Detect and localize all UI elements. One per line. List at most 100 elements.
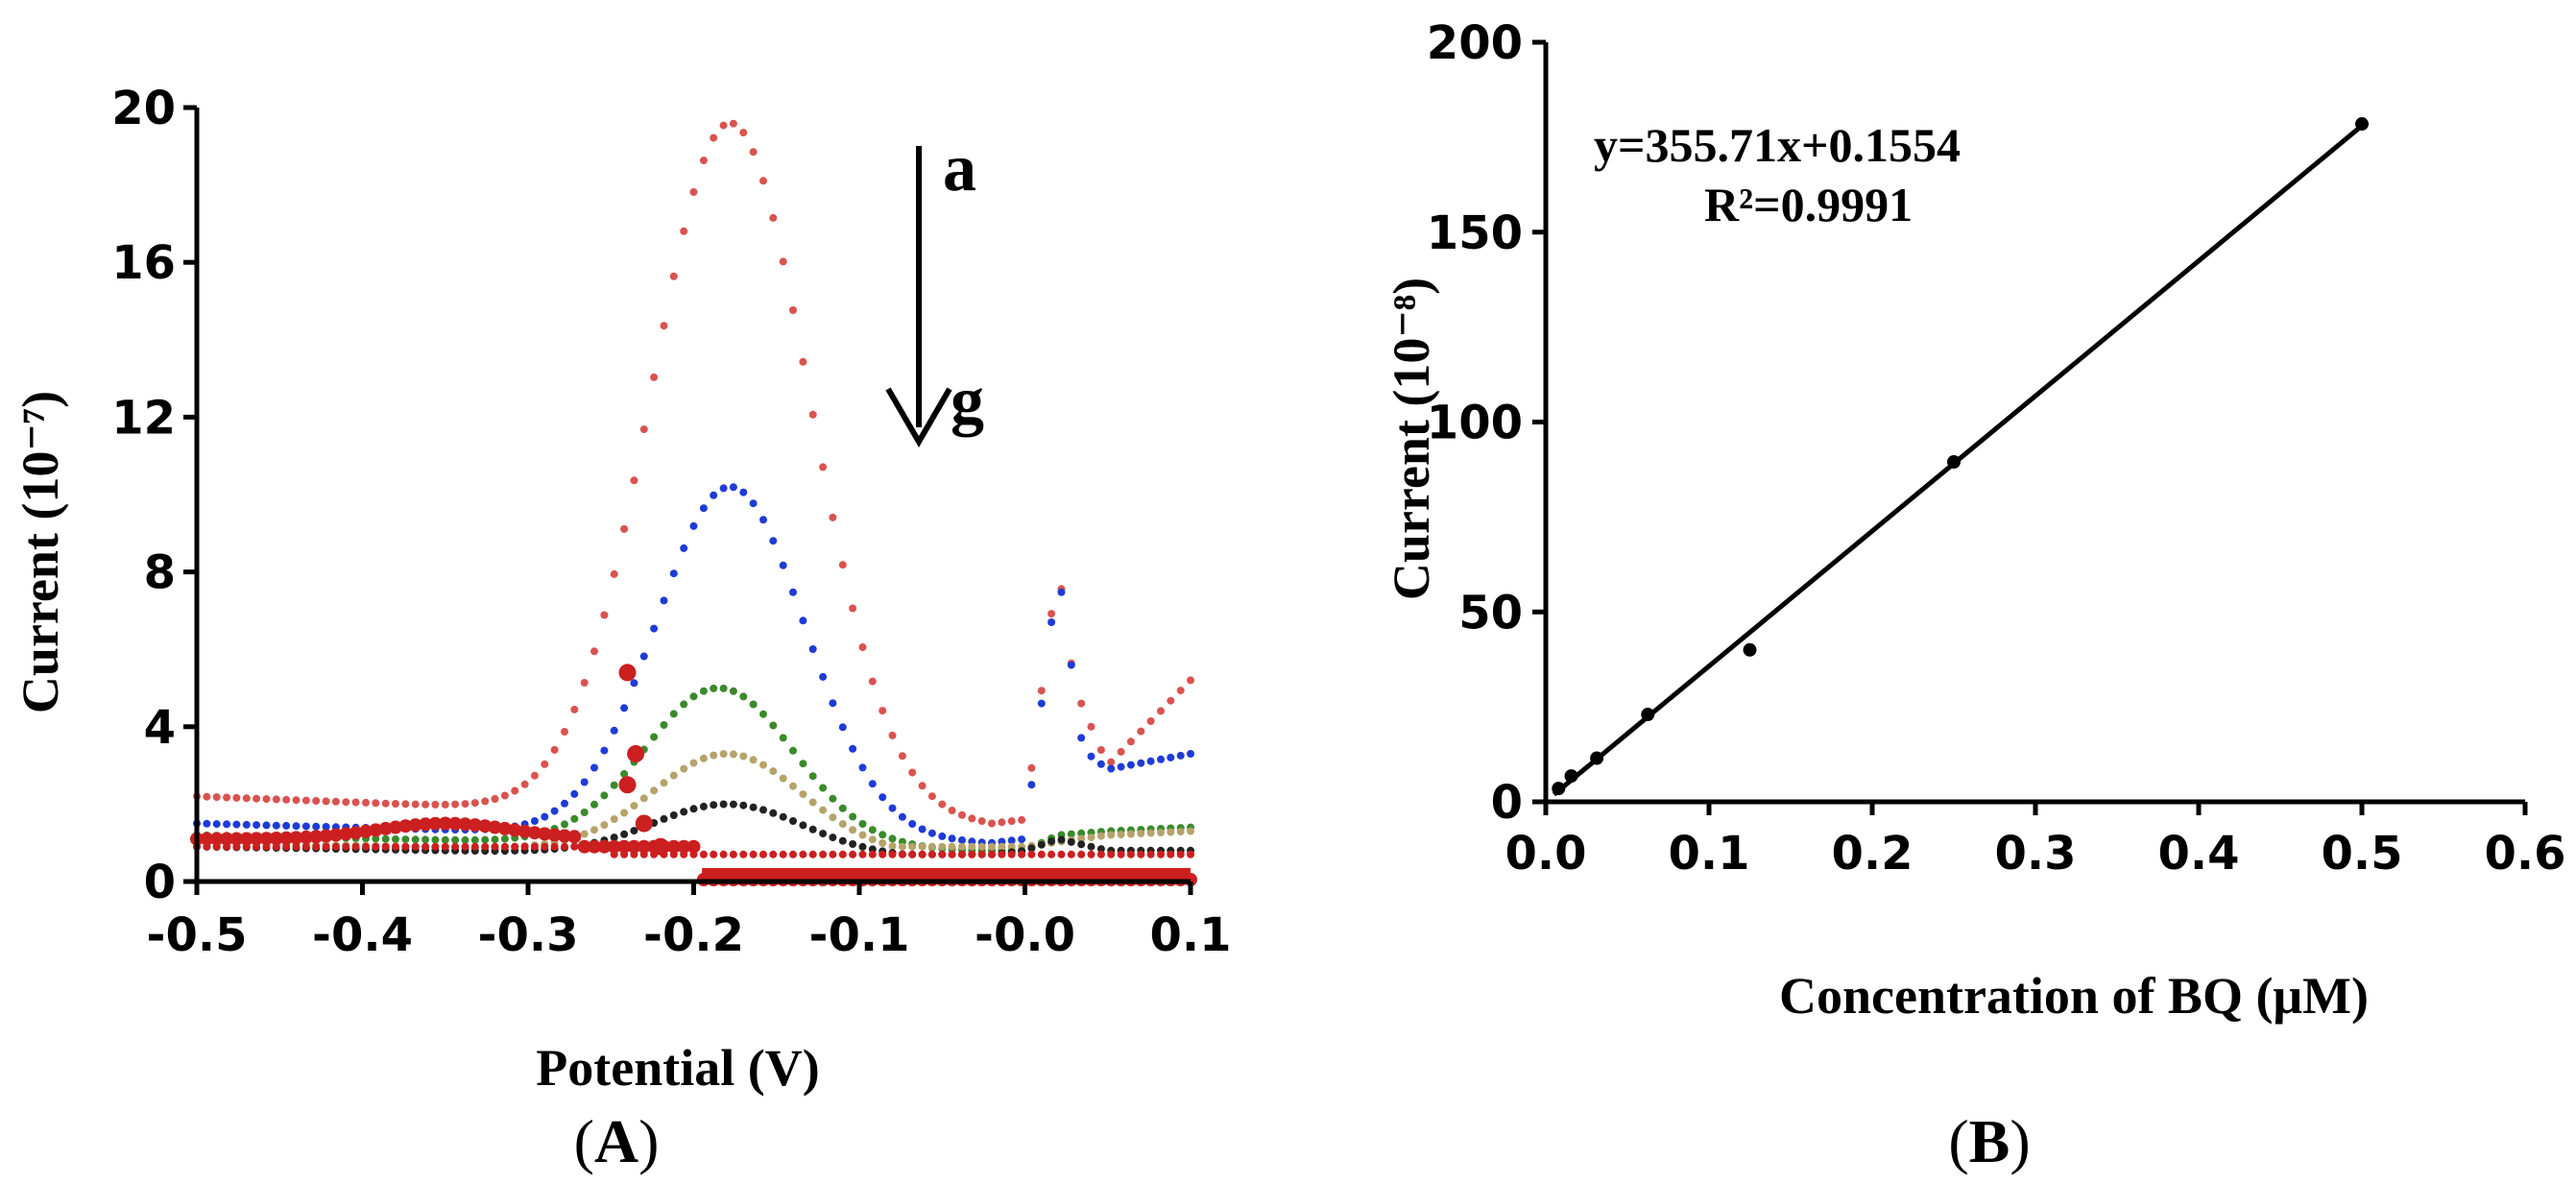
arrow-end-label: g: [951, 364, 984, 438]
series-b-point: [253, 821, 261, 830]
series-g-point: [918, 850, 927, 858]
series-a-point: [938, 800, 947, 809]
series-c-point: [421, 835, 430, 844]
series-a-point: [1117, 747, 1125, 756]
series-f-point: [448, 816, 463, 831]
series-a-point: [561, 728, 568, 736]
series-g-point: [570, 842, 579, 851]
series-a-point: [620, 524, 629, 533]
data-point: [1641, 708, 1655, 722]
series-a-point: [630, 476, 638, 485]
series-f-point: [220, 832, 234, 846]
data-point: [1947, 455, 1961, 470]
series-g-point: [511, 842, 519, 851]
panel-a-y-tick-label: 8: [144, 546, 176, 600]
panel-b-y-tick-label: 100: [1427, 397, 1523, 450]
series-e-point: [680, 808, 688, 816]
series-a-point: [988, 819, 996, 828]
series-a-point: [541, 760, 549, 768]
series-d-point: [868, 835, 877, 844]
series-f-point: [289, 831, 303, 845]
panel-a-y-tick-label: 16: [111, 236, 176, 290]
series-b-point: [948, 834, 956, 843]
series-d-point: [1176, 828, 1185, 836]
series-b-point: [272, 821, 280, 830]
series-e-point: [808, 825, 817, 834]
series-a-point: [372, 799, 380, 808]
series-c-point: [481, 835, 490, 844]
series-b-point: [739, 488, 748, 496]
series-g-point: [331, 842, 340, 851]
series-b-point: [223, 820, 231, 829]
series-c-point: [669, 710, 678, 718]
series-d-point: [1087, 834, 1095, 842]
series-b-point: [312, 822, 321, 831]
series-d-point: [699, 754, 708, 762]
series-c-point: [580, 809, 589, 816]
panel-b-data-marks: [1552, 117, 2369, 797]
series-d-point: [1077, 834, 1086, 843]
series-g-point: [927, 850, 936, 858]
series-g-point: [541, 842, 549, 851]
series-a-point: [461, 800, 469, 809]
series-a-point: [958, 810, 966, 819]
series-d-point: [927, 842, 936, 851]
series-g-point: [799, 850, 807, 858]
series-g-point: [689, 850, 698, 858]
series-g-point: [1096, 850, 1105, 858]
series-g-point: [520, 842, 529, 851]
series-b-point: [849, 744, 857, 753]
panel-a-y-tick-label: 0: [144, 856, 176, 909]
series-f-point: [250, 832, 264, 846]
series-c-point: [491, 835, 499, 844]
series-g-point: [1067, 850, 1075, 858]
series-d-point: [669, 771, 678, 780]
series-a-point: [272, 795, 280, 804]
series-g-point: [372, 842, 380, 851]
series-d-point: [819, 806, 828, 814]
series-a-point: [799, 357, 807, 366]
series-g-point: [1057, 850, 1066, 858]
series-b-point: [650, 624, 659, 633]
series-a-point: [253, 794, 261, 803]
panel-a-axes: [183, 105, 1193, 895]
series-b-point: [1018, 835, 1026, 844]
series-b-point: [908, 820, 917, 828]
series-g-point: [1167, 850, 1175, 858]
series-e-point: [1037, 840, 1046, 849]
series-c-point: [401, 835, 410, 844]
series-c-point: [570, 814, 579, 823]
series-a-point: [580, 679, 589, 687]
series-b-point: [282, 821, 291, 830]
series-f-point: [339, 827, 353, 841]
series-g-point: [282, 842, 291, 851]
series-d-point: [838, 820, 847, 829]
series-g-point: [639, 850, 648, 858]
series-c-point: [849, 812, 857, 821]
series-e-point: [669, 811, 678, 819]
series-b-point: [769, 537, 778, 545]
series-b-point: [759, 516, 767, 524]
series-e-point: [630, 827, 638, 835]
series-a-point: [550, 745, 559, 754]
series-f-point: [508, 823, 522, 837]
series-a-point: [639, 425, 648, 434]
panel-b-chart: 0 50 100 150 200 0.0 0.1 0.2 0.3 0.4 0.5 0.6 y=355.…: [1383, 16, 2566, 1175]
series-d-point: [779, 774, 787, 783]
series-g-point: [1107, 850, 1116, 858]
panel-b-axes: [1532, 39, 2528, 815]
series-b-point: [729, 483, 737, 492]
series-d-point: [660, 779, 668, 787]
series-a-point: [819, 463, 828, 471]
series-a-point: [242, 794, 251, 803]
series-g-point: [590, 842, 598, 851]
series-g-point: [1157, 850, 1165, 858]
series-e-point: [749, 803, 758, 811]
series-g-point: [401, 842, 410, 851]
series-d-point: [729, 750, 737, 759]
series-f-point: [468, 818, 482, 833]
series-c-point: [660, 721, 668, 729]
series-c-point: [759, 710, 767, 718]
series-b-point: [301, 822, 310, 831]
series-a-point: [1077, 699, 1086, 708]
